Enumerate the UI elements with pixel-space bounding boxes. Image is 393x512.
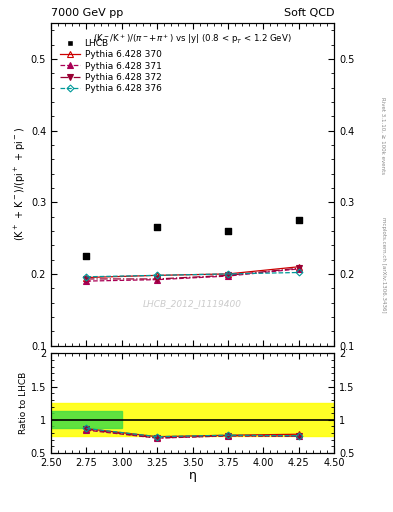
Text: 7000 GeV pp: 7000 GeV pp [51, 8, 123, 18]
Text: Rivet 3.1.10, ≥ 100k events: Rivet 3.1.10, ≥ 100k events [381, 97, 386, 175]
Point [296, 216, 302, 224]
Text: LHCB_2012_I1119400: LHCB_2012_I1119400 [143, 299, 242, 308]
Point [225, 227, 231, 235]
X-axis label: η: η [189, 470, 196, 482]
Legend: LHCB, Pythia 6.428 370, Pythia 6.428 371, Pythia 6.428 372, Pythia 6.428 376: LHCB, Pythia 6.428 370, Pythia 6.428 371… [59, 37, 163, 95]
Y-axis label: Ratio to LHCB: Ratio to LHCB [19, 372, 28, 434]
Y-axis label: (K$^+$ + K$^-$)/(pi$^+$ + pi$^-$): (K$^+$ + K$^-$)/(pi$^+$ + pi$^-$) [13, 127, 28, 241]
Text: Soft QCD: Soft QCD [284, 8, 334, 18]
Point [83, 252, 90, 260]
Text: (K$^-$/K$^+$)/($\pi^-$+$\pi^+$) vs |y| (0.8 < p$_T$ < 1.2 GeV): (K$^-$/K$^+$)/($\pi^-$+$\pi^+$) vs |y| (… [93, 33, 292, 47]
Bar [51, 411, 122, 429]
Point [154, 223, 160, 231]
Text: mcplots.cern.ch [arXiv:1306.3436]: mcplots.cern.ch [arXiv:1306.3436] [381, 217, 386, 313]
Bar [51, 403, 334, 436]
